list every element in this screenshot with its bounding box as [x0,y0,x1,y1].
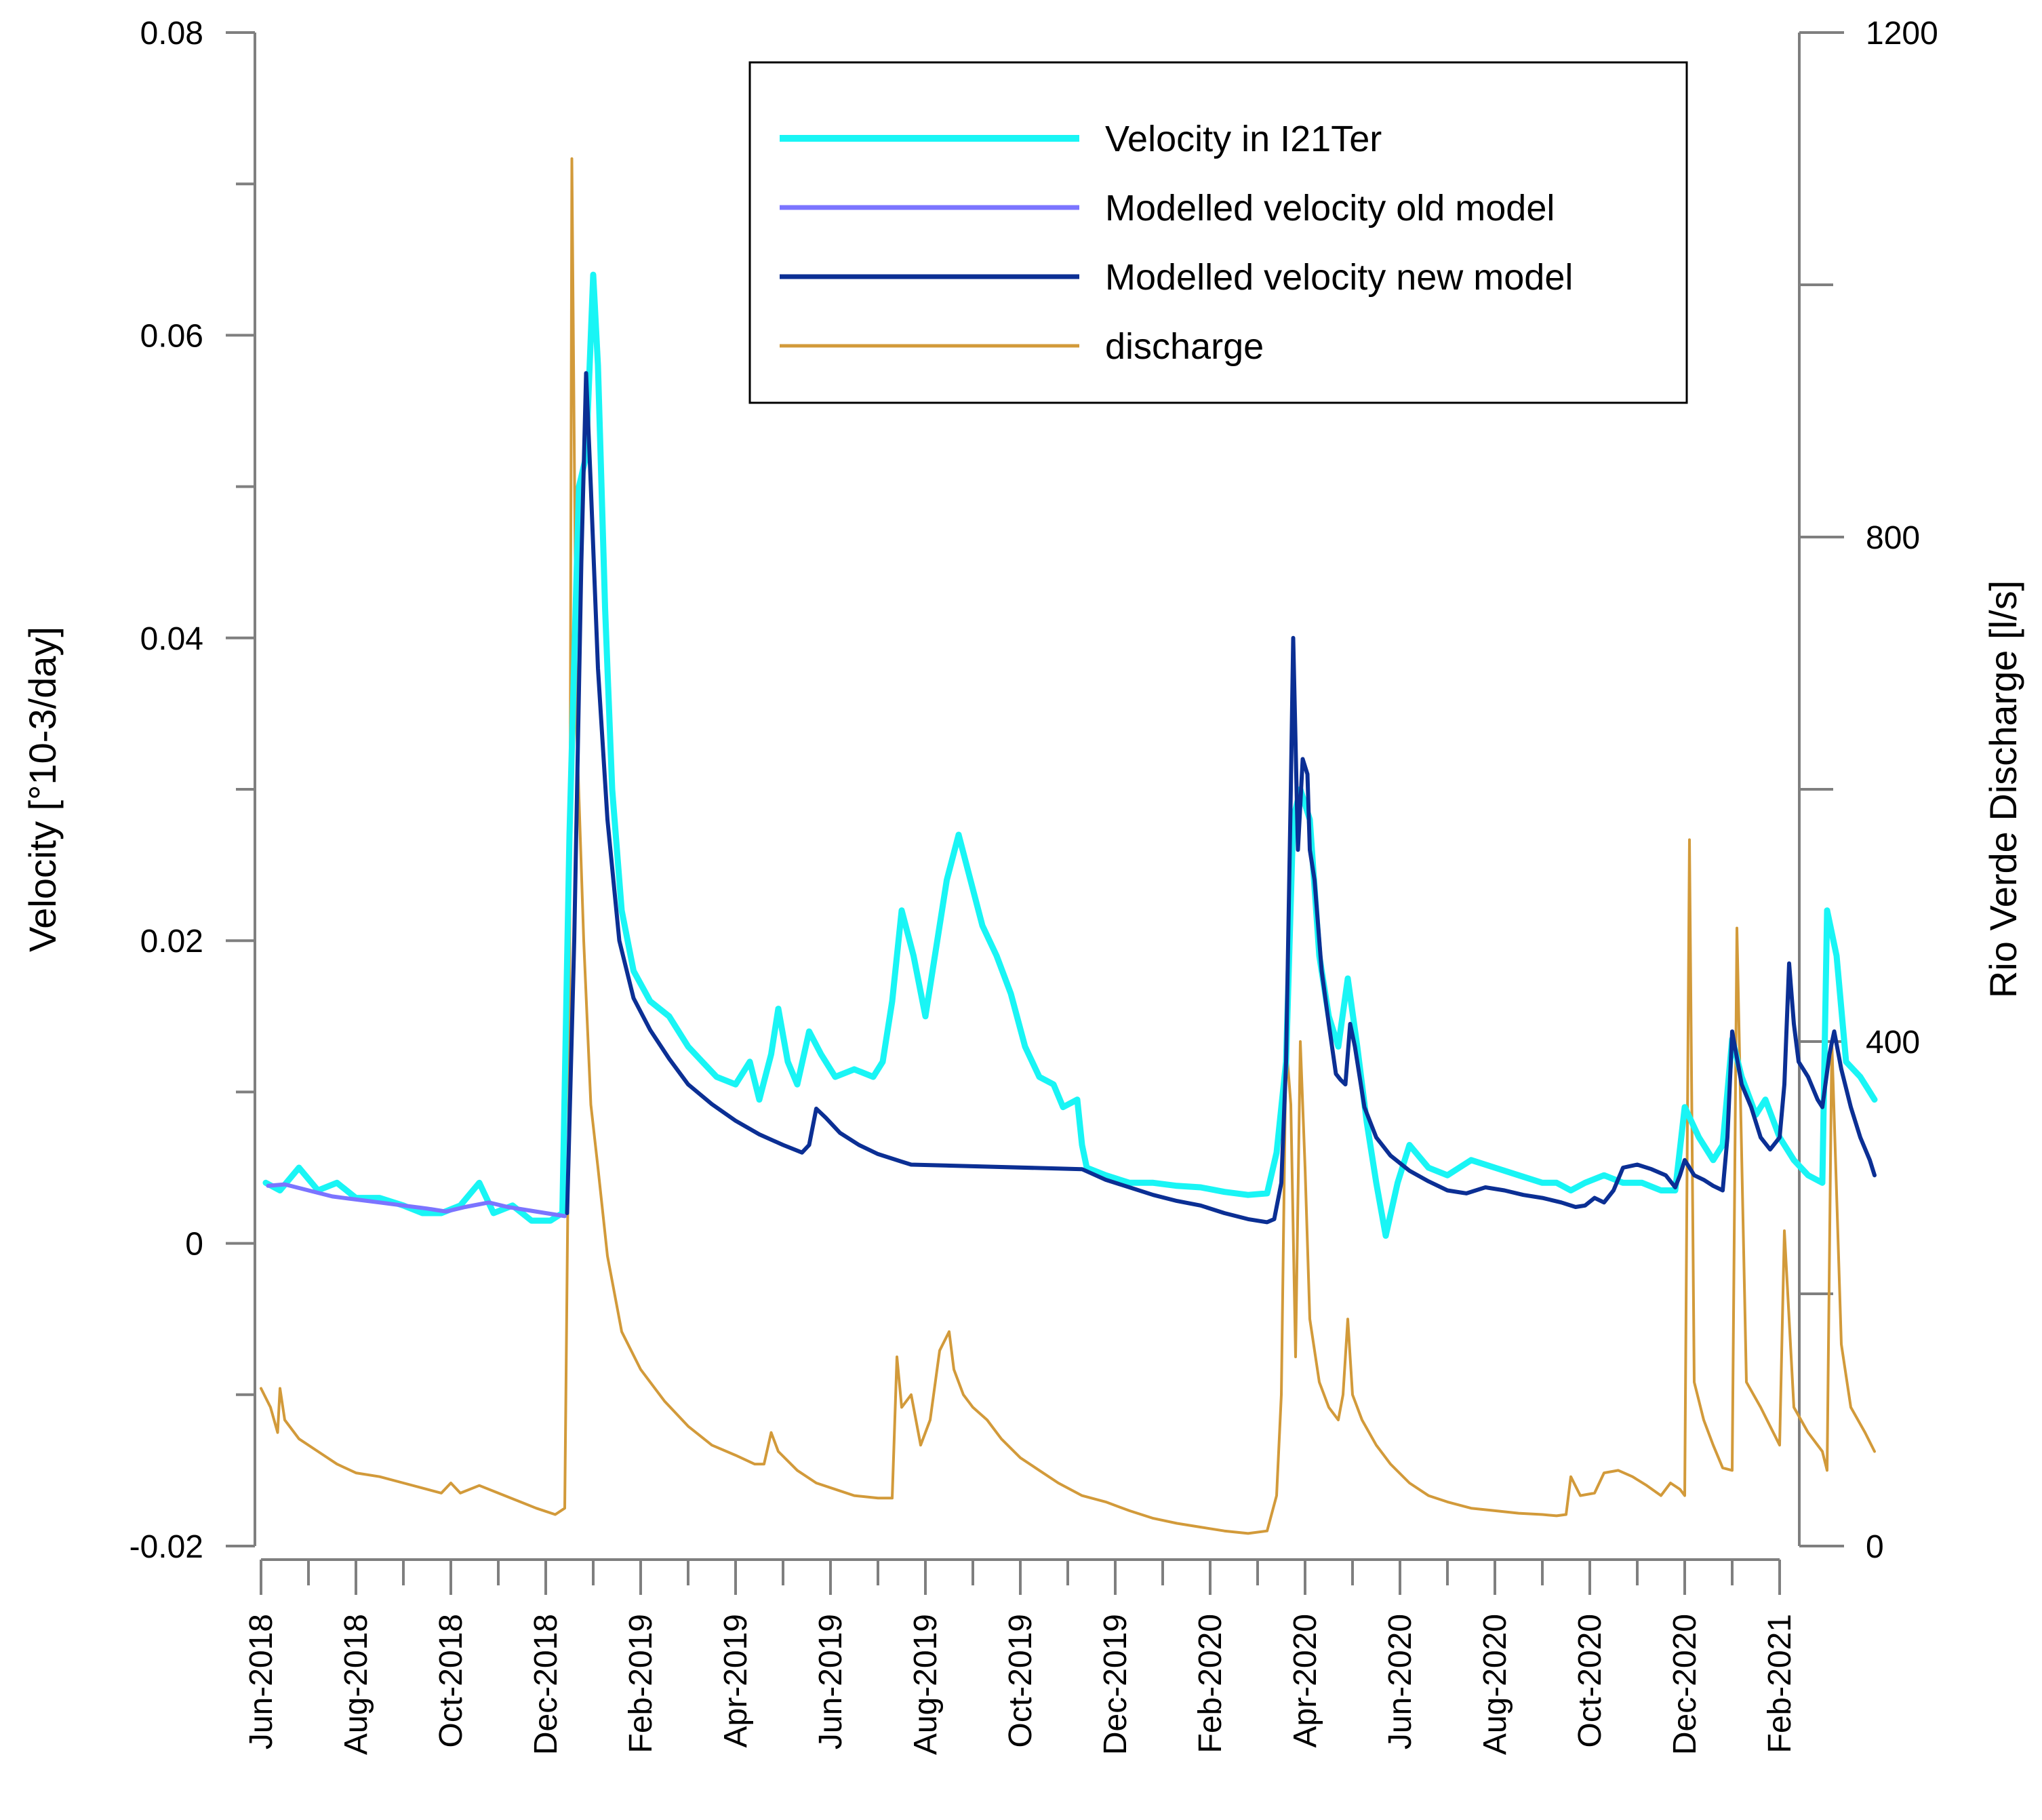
x-tick-label: Aug-2018 [338,1614,374,1755]
y2-axis-title: Rio Verde Discharge [l/s] [1982,580,2024,998]
x-tick-label: Jun-2019 [813,1614,849,1749]
y-tick-label: -0.02 [129,1529,203,1565]
bottom-axis-ticks: Jun-2018 Aug-2018 Oct-2018 Dec-2018 Feb-2019… [243,1560,1798,1755]
x-tick-label: Aug-2019 [908,1614,944,1755]
x-tick-label: Dec-2020 [1667,1614,1703,1755]
y2-tick-label: 400 [1866,1025,1920,1061]
legend-label: discharge [1105,326,1264,367]
legend-items: Velocity in I21Ter Modelled velocity old … [780,119,1573,367]
y2-tick-label: 800 [1866,520,1920,556]
x-tick-label: Aug-2020 [1477,1614,1513,1755]
y-tick-label: 0 [185,1227,203,1263]
legend-label: Modelled velocity old model [1105,188,1555,229]
x-tick-label: Feb-2021 [1762,1614,1798,1753]
y2-tick-label: 1200 [1866,16,1938,52]
y-tick-label: 0.02 [140,924,203,960]
x-tick-label: Oct-2019 [1003,1614,1039,1747]
y-axis-title: Velocity [°10-3/day] [21,627,64,952]
left-axis-ticks: -0.02 0 0.02 0.04 0.06 0.08 [129,16,255,1565]
x-tick-label: Jun-2020 [1382,1614,1418,1749]
x-tick-label: Oct-2020 [1572,1614,1608,1747]
y-tick-label: 0.04 [140,621,203,657]
legend-label: Modelled velocity new model [1105,257,1573,298]
series-layer [260,157,1878,1535]
x-tick-label: Feb-2020 [1193,1614,1228,1753]
legend-label: Velocity in I21Ter [1105,119,1382,159]
series-line-modelled-velocity-old-model [266,1182,567,1219]
x-tick-label: Dec-2019 [1098,1614,1134,1755]
x-tick-label: Feb-2019 [623,1614,659,1753]
x-tick-label: Apr-2020 [1287,1614,1323,1747]
right-axis-ticks: 0 400 800 1200 [1799,16,1938,1565]
y2-tick-label: 0 [1866,1529,1884,1565]
x-tick-label: Dec-2018 [528,1614,564,1755]
x-tick-label: Jun-2018 [243,1614,279,1749]
y-tick-label: 0.08 [140,16,203,52]
series-line-modelled-velocity-new-model [565,371,1877,1225]
legend: Velocity in I21Ter Modelled velocity old … [748,61,1688,404]
x-tick-label: Apr-2019 [718,1614,754,1747]
x-tick-label: Oct-2018 [433,1614,469,1747]
y-tick-label: 0.06 [140,318,203,354]
